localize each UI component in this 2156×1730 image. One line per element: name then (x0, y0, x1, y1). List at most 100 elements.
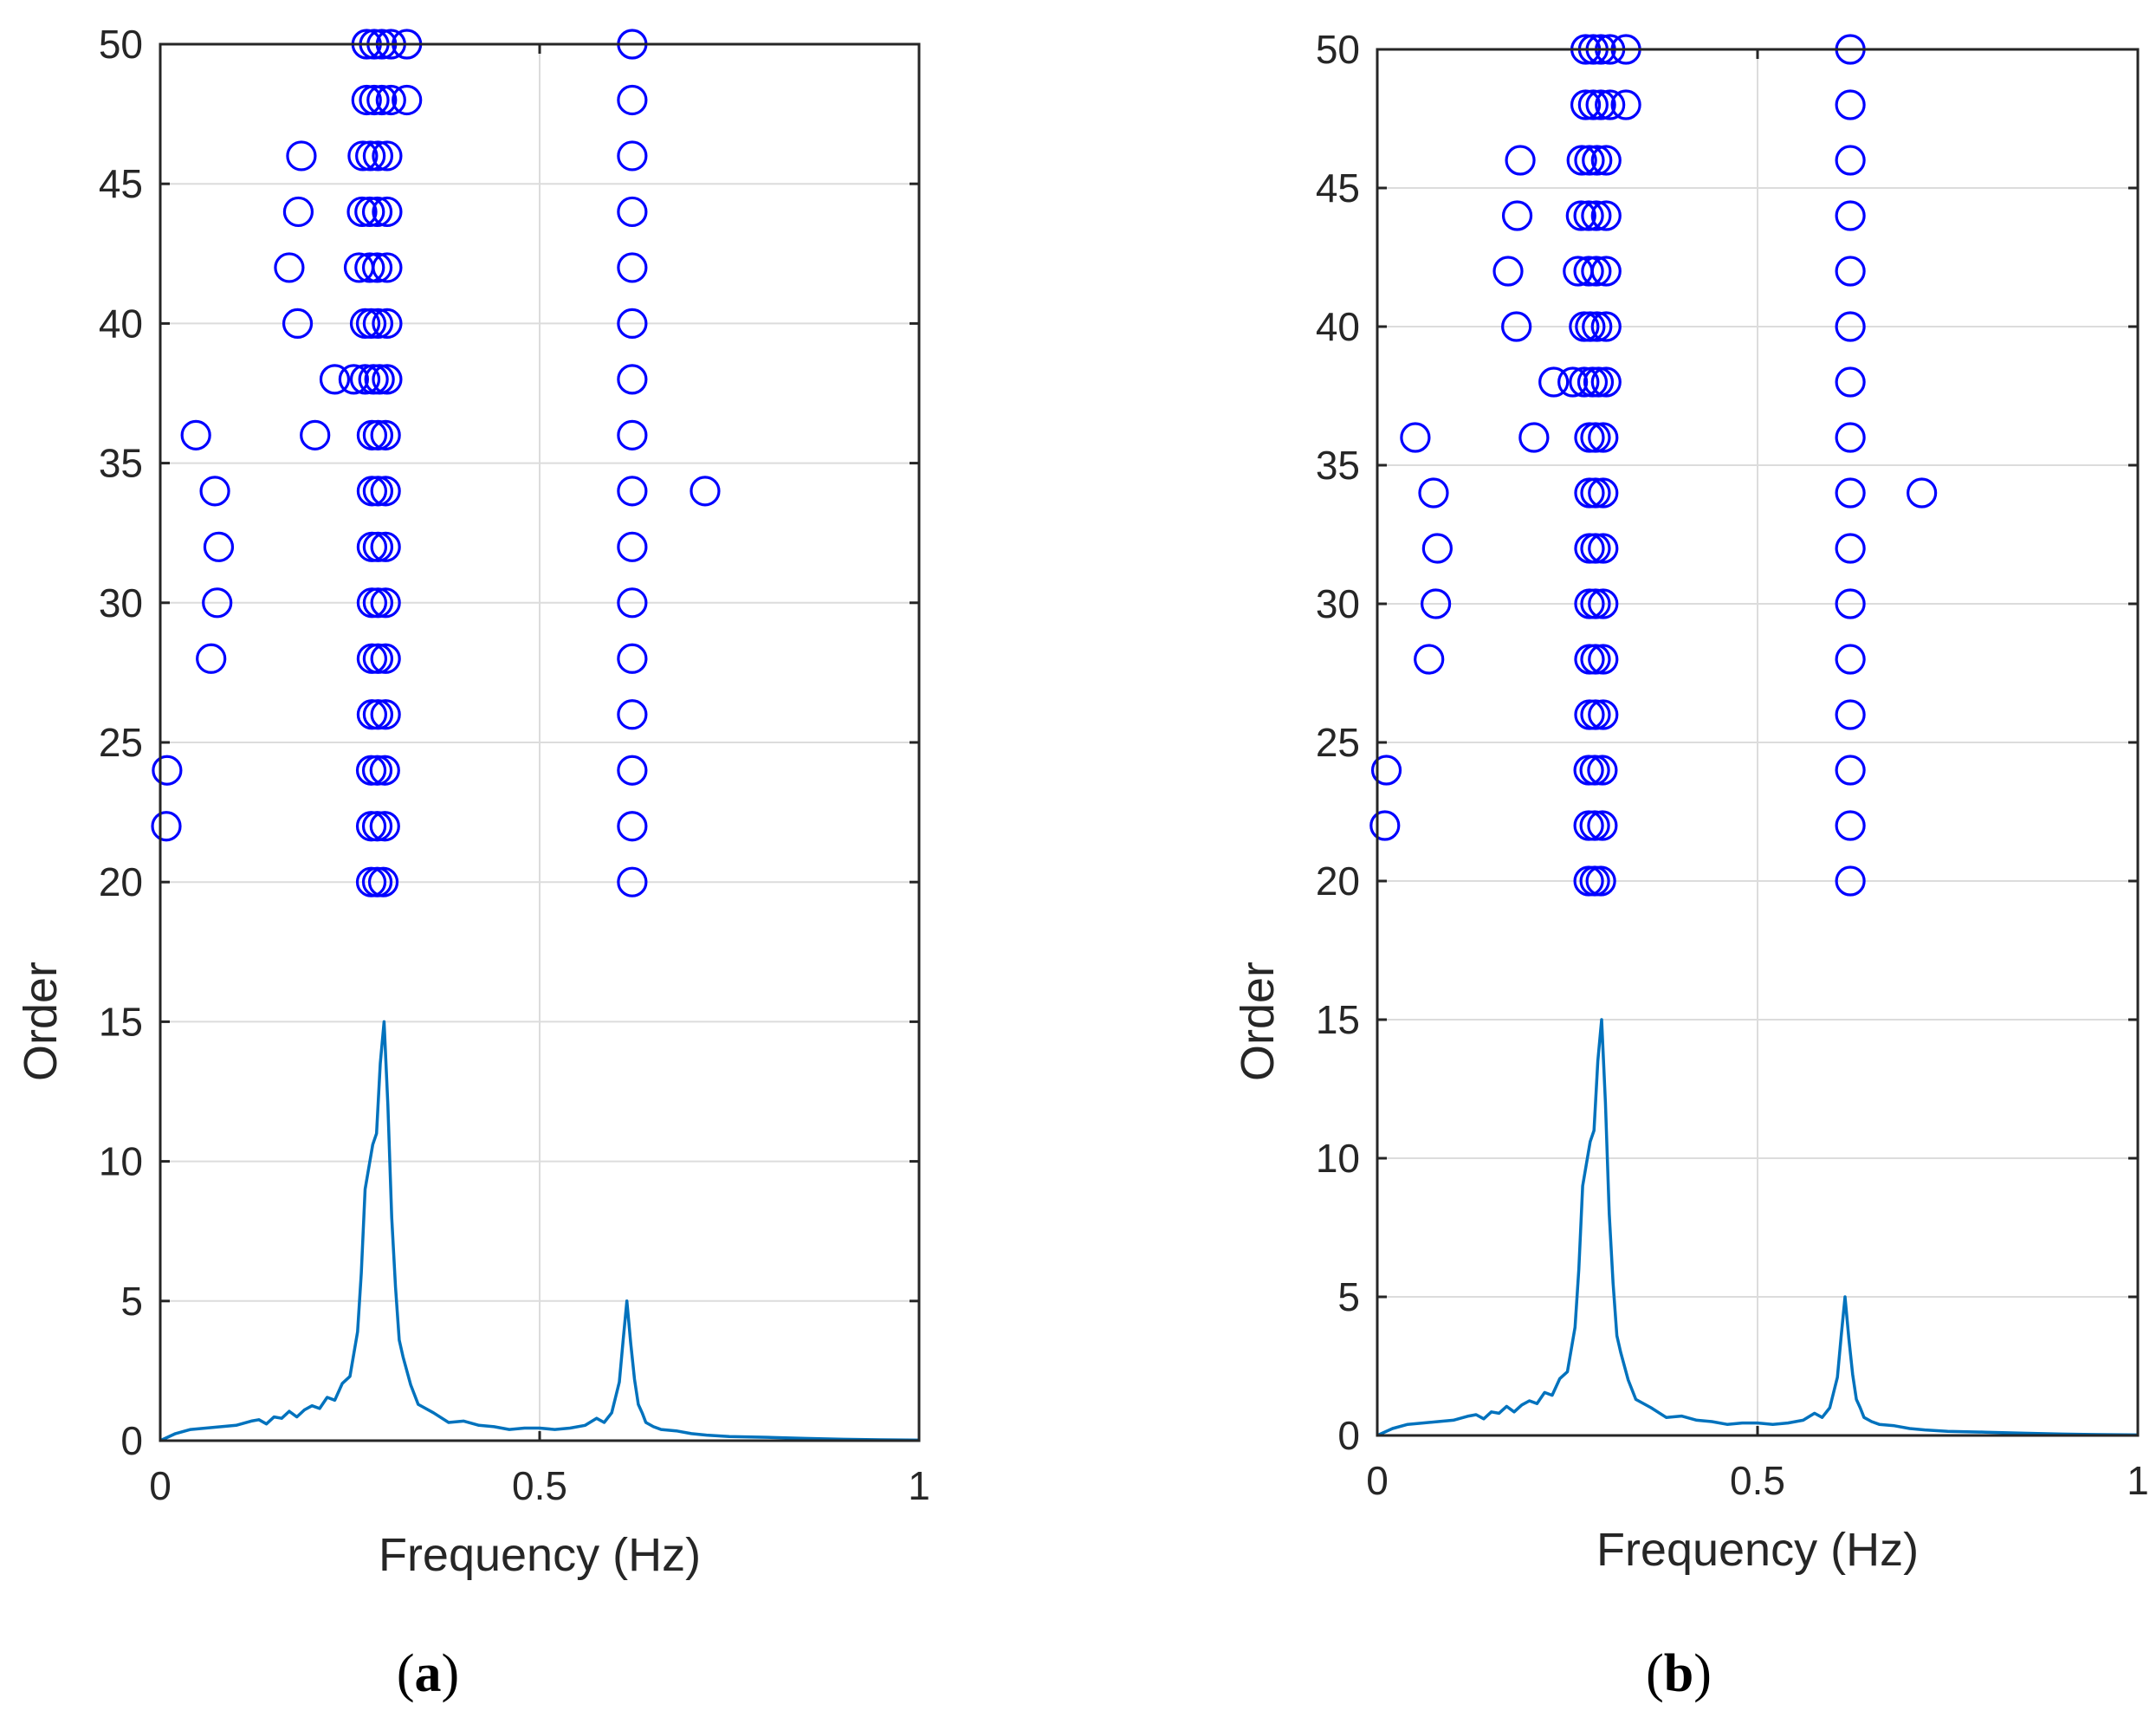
panel-a-pole-marker (355, 308, 387, 339)
panel-b-pole-marker (1421, 588, 1452, 619)
panel-b-pole-marker (1590, 256, 1622, 287)
panel-a-stable-poles (151, 29, 721, 897)
panel-b-pole-marker (1835, 644, 1866, 675)
panel-a-pole-marker (364, 364, 395, 395)
panel-a-pole-marker (349, 364, 381, 395)
panel-b-spectrum-line (1376, 1018, 2139, 1437)
panel-b-pole-marker (1577, 89, 1609, 120)
panel-b-ytick-label: 20 (1316, 859, 1360, 904)
panel-a-pole-marker (361, 811, 393, 842)
panel-a-spectrum-line (159, 1020, 920, 1442)
panel-b-panel-label-letter: b (1664, 1644, 1693, 1703)
panel-a-ytick-label: 40 (99, 301, 143, 346)
panel-a-pole-marker (617, 196, 648, 228)
panel-a-pole-marker (617, 811, 648, 842)
panel-a-pole-marker (319, 364, 351, 395)
panel-a-ytick-label: 50 (99, 22, 143, 67)
panel-a-pole-marker (617, 419, 648, 450)
panel-b-pole-marker (1907, 477, 1938, 509)
panel-b-pole-marker (1580, 699, 1611, 730)
panel-a-xtick-label: 0.5 (512, 1463, 567, 1508)
panel-a-pole-marker (180, 419, 211, 450)
panel-a-grid (160, 44, 919, 1441)
panel-a-pole-marker (372, 140, 403, 172)
panel-b-ytick-label: 10 (1316, 1136, 1360, 1181)
panel-b-pole-marker (1505, 145, 1536, 176)
panel-a-pole-marker (617, 476, 648, 507)
panel-a-pole-marker (369, 811, 400, 842)
panel-a-panel-label-open: ( (397, 1644, 415, 1703)
panel-a-pole-marker (359, 84, 390, 116)
panel-b-pole-marker (1573, 200, 1604, 231)
panel-b-panel-label-close: ) (1693, 1644, 1712, 1703)
panel-b-pole-marker (1595, 89, 1626, 120)
panel-b-pole-marker (1581, 200, 1612, 231)
panel-b-ytick-label: 40 (1316, 304, 1360, 349)
panel-a-pole-marker (617, 643, 648, 674)
panel-a-pole-marker (361, 755, 393, 786)
panel-a-pole-marker (372, 364, 403, 395)
panel-a-xtick-label: 0 (149, 1463, 172, 1508)
panel-a-pole-marker (375, 84, 406, 116)
panel-b-pole-marker (1501, 200, 1533, 231)
panel-a-pole-marker (361, 252, 393, 283)
panel-a-pole-marker (354, 252, 385, 283)
panel-b-pole-marker (1565, 200, 1596, 231)
panel-a-panel-label: (a) (397, 1644, 459, 1703)
panel-b-ytick-label: 50 (1316, 27, 1360, 72)
panel-a-pole-marker (617, 308, 648, 339)
panel-b-pole-marker (1585, 865, 1616, 897)
panel-a-ytick-label: 0 (120, 1418, 143, 1463)
panel-b-pole-marker (1610, 89, 1641, 120)
panel-b-pole-marker (1588, 699, 1619, 730)
panel-b-xtick-label: 0.5 (1730, 1458, 1785, 1503)
panel-b-pole-marker (1400, 422, 1431, 453)
panel-b-ytick-label: 15 (1316, 997, 1360, 1042)
panel-b-grid (1377, 49, 2138, 1435)
panel-b-panel-label-open: ( (1646, 1644, 1664, 1703)
panel-a-pole-marker (362, 643, 394, 674)
panel-b-ticks (1376, 48, 2140, 1437)
panel-b-pole-marker (1590, 311, 1622, 342)
panel-a-pole-marker (286, 140, 317, 172)
panel-a-pole-marker (392, 84, 423, 116)
panel-b-pole-marker (1557, 366, 1589, 398)
panel-a-pole-marker (617, 587, 648, 619)
panel-a-ticks (159, 42, 921, 1442)
panel-a-panel-label-letter: a (415, 1644, 442, 1703)
panel-a-pole-marker (369, 755, 400, 786)
panel-a-pole-marker (370, 531, 401, 562)
panel-a-pole-marker (151, 811, 182, 842)
panel-a-pole-marker (367, 866, 399, 897)
panel-b-pole-marker (1835, 145, 1866, 176)
panel-b-ytick-label: 30 (1316, 581, 1360, 626)
panel-b-pole-marker (1585, 89, 1616, 120)
panel-a-pole-marker (202, 587, 233, 619)
panel-a-panel-label-close: ) (442, 1644, 460, 1703)
panel-a-pole-marker (370, 643, 401, 674)
panel-a-pole-marker (617, 140, 648, 172)
panel-b-pole-marker (1574, 145, 1605, 176)
panel-b-pole-marker (1570, 89, 1602, 120)
panel-b-pole-marker (1579, 755, 1610, 786)
panel-a-pole-marker (347, 140, 379, 172)
panel-b-pole-marker (1580, 644, 1611, 675)
panel-b-y-axis-label: Order (1232, 962, 1284, 1081)
panel-b-pole-marker (1588, 644, 1619, 675)
panel-a-pole-marker (355, 140, 386, 172)
panel-b-pole-marker (1414, 644, 1445, 675)
panel-a-ytick-label: 20 (99, 859, 143, 904)
panel-b-pole-marker (1590, 366, 1622, 398)
panel-b-pole-marker (1573, 256, 1604, 287)
panel-a-pole-marker (372, 308, 403, 339)
panel-a-pole-marker (362, 699, 394, 730)
panel-b-xtick-label: 1 (2127, 1458, 2149, 1503)
panel-a-pole-marker (300, 419, 331, 450)
panel-b-pole-marker (1580, 533, 1611, 564)
panel-b-ytick-label: 0 (1337, 1413, 1360, 1458)
panel-b-chart: 0 5 10 15 20 25 30 35 40 45 50 0 0.5 1 Frequency (Hz) O… (1232, 27, 2149, 1703)
panel-a-pole-marker (196, 643, 227, 674)
panel-b-pole-marker (1835, 311, 1866, 342)
panel-b-pole-marker (1587, 755, 1618, 786)
panel-b-pole-marker (1835, 89, 1866, 120)
